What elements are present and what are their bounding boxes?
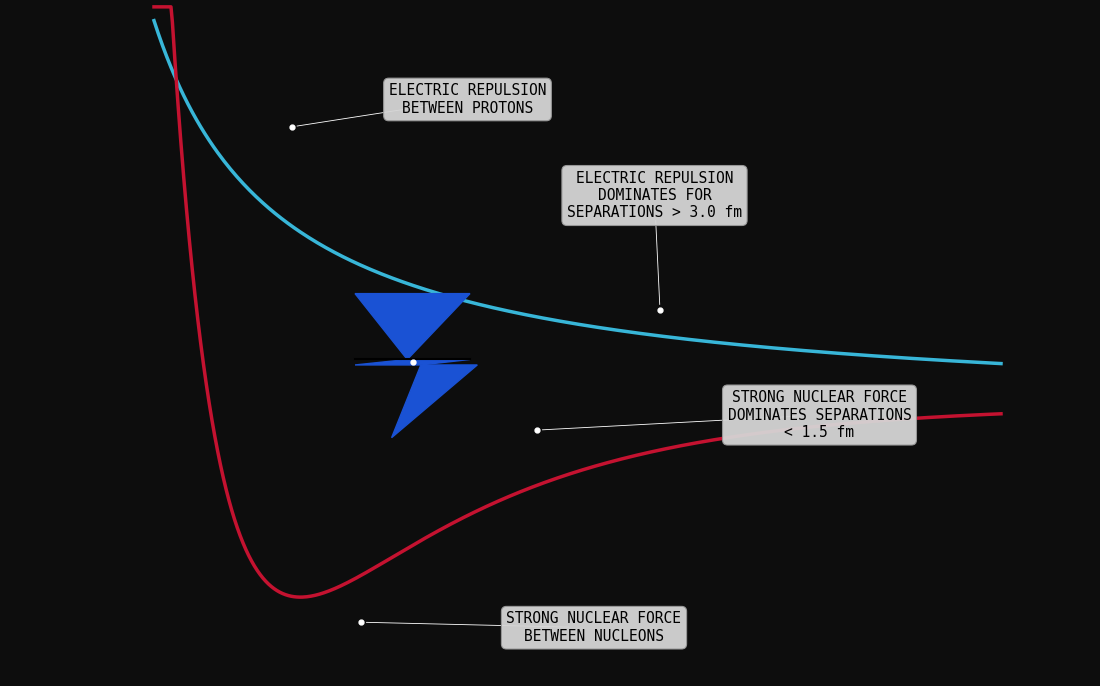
Text: ELECTRIC REPULSION
BETWEEN PROTONS: ELECTRIC REPULSION BETWEEN PROTONS — [388, 83, 547, 116]
Text: STRONG NUCLEAR FORCE
BETWEEN NUCLEONS: STRONG NUCLEAR FORCE BETWEEN NUCLEONS — [506, 611, 682, 644]
Text: ELECTRIC REPULSION
DOMINATES FOR
SEPARATIONS > 3.0 fm: ELECTRIC REPULSION DOMINATES FOR SEPARAT… — [566, 171, 742, 220]
Polygon shape — [392, 365, 477, 438]
Polygon shape — [355, 359, 470, 365]
Text: STRONG NUCLEAR FORCE
DOMINATES SEPARATIONS
< 1.5 fm: STRONG NUCLEAR FORCE DOMINATES SEPARATIO… — [727, 390, 912, 440]
Polygon shape — [355, 294, 470, 359]
